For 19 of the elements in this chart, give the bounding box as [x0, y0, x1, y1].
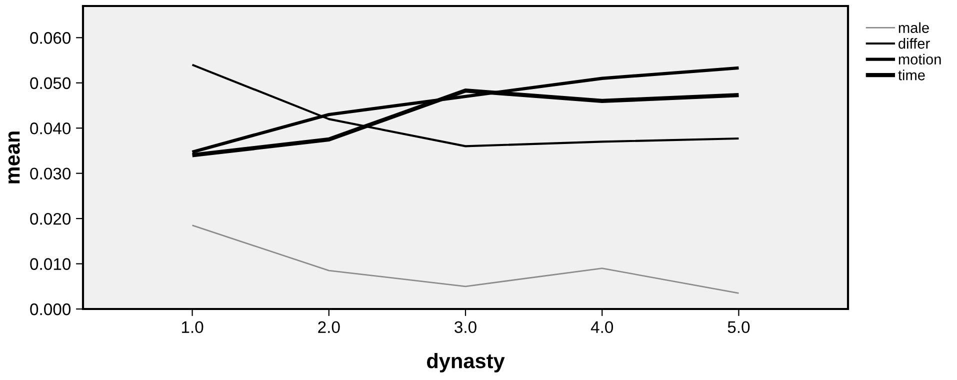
x-axis-title: dynasty [426, 353, 505, 372]
line-series [192, 224, 740, 294]
x-tick-label: 5.0 [728, 321, 750, 334]
x-tick-label: 2.0 [318, 321, 340, 334]
x-tick-label: 3.0 [454, 321, 476, 334]
y-tick-label: 0.050 [30, 77, 71, 90]
y-tick-label: 0.010 [30, 258, 71, 270]
legend-label: differ [898, 38, 930, 49]
y-tick-label: 0.030 [30, 168, 71, 180]
legend-label: time [898, 70, 925, 80]
legend-label: male [898, 22, 929, 33]
y-tick-label: 0.020 [30, 212, 71, 225]
y-axis-title: mean [8, 132, 20, 184]
x-tick-label: 4.0 [590, 321, 614, 334]
y-tick-label: 0.040 [30, 122, 71, 134]
x-tick-label: 1.0 [182, 321, 204, 334]
legend-label: motion [898, 54, 941, 65]
y-tick-label: 0.000 [30, 303, 71, 316]
y-tick-label: 0.060 [30, 32, 71, 44]
